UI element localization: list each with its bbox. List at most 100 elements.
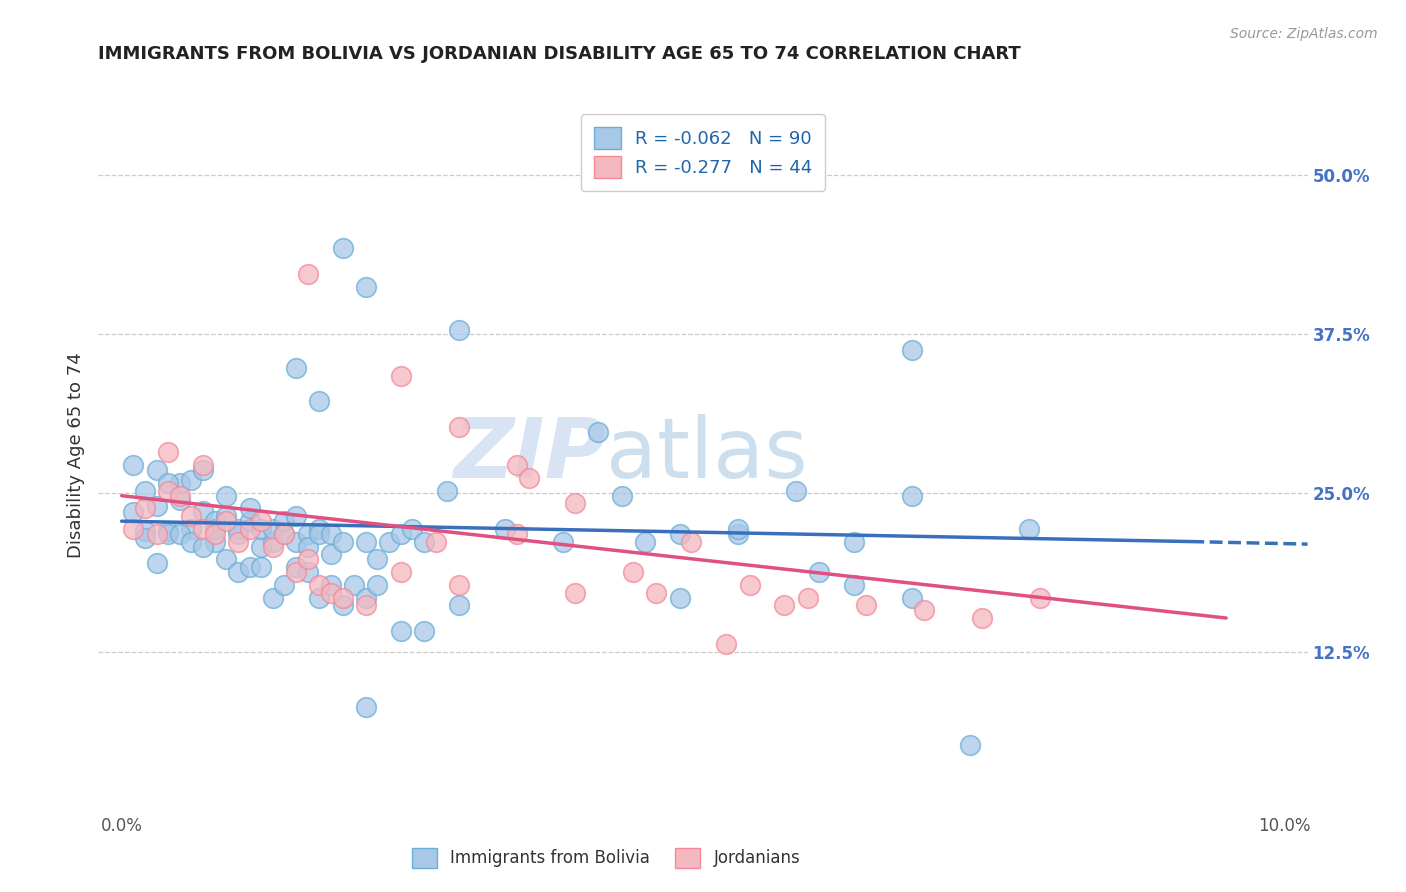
Point xyxy=(180,534,202,549)
Point xyxy=(727,527,749,541)
Point xyxy=(285,565,308,579)
Point xyxy=(668,591,690,605)
Point xyxy=(645,585,668,599)
Point xyxy=(285,534,308,549)
Point xyxy=(157,475,180,490)
Legend: Immigrants from Bolivia, Jordanians: Immigrants from Bolivia, Jordanians xyxy=(405,841,807,875)
Point xyxy=(494,522,516,536)
Point xyxy=(354,599,377,613)
Point xyxy=(564,496,586,510)
Point xyxy=(366,552,388,566)
Text: ZIP: ZIP xyxy=(454,415,606,495)
Point xyxy=(273,514,295,528)
Point xyxy=(738,578,761,592)
Point xyxy=(297,565,319,579)
Point xyxy=(273,527,295,541)
Point xyxy=(970,611,993,625)
Point xyxy=(588,425,610,439)
Point xyxy=(332,599,354,613)
Point xyxy=(447,599,470,613)
Point xyxy=(808,565,831,579)
Point xyxy=(389,624,412,638)
Point xyxy=(157,527,180,541)
Point xyxy=(157,445,180,459)
Text: IMMIGRANTS FROM BOLIVIA VS JORDANIAN DISABILITY AGE 65 TO 74 CORRELATION CHART: IMMIGRANTS FROM BOLIVIA VS JORDANIAN DIS… xyxy=(98,45,1021,62)
Point xyxy=(169,527,191,541)
Point xyxy=(262,534,284,549)
Point xyxy=(319,527,342,541)
Point xyxy=(517,471,540,485)
Point xyxy=(250,514,273,528)
Point xyxy=(297,540,319,554)
Point xyxy=(401,522,423,536)
Point xyxy=(901,343,924,358)
Point xyxy=(226,527,249,541)
Point xyxy=(855,599,877,613)
Point xyxy=(959,739,981,753)
Point xyxy=(191,540,214,554)
Point xyxy=(250,540,273,554)
Point xyxy=(122,522,145,536)
Point xyxy=(145,499,167,513)
Point xyxy=(285,560,308,574)
Point xyxy=(389,527,412,541)
Point xyxy=(447,420,470,434)
Point xyxy=(239,522,262,536)
Point xyxy=(226,565,249,579)
Point xyxy=(308,394,330,409)
Point xyxy=(668,527,690,541)
Point xyxy=(180,509,202,524)
Point xyxy=(332,591,354,605)
Point xyxy=(785,483,807,498)
Point xyxy=(273,527,295,541)
Point xyxy=(425,534,447,549)
Point xyxy=(297,527,319,541)
Point xyxy=(250,522,273,536)
Point xyxy=(308,522,330,536)
Point xyxy=(901,591,924,605)
Point xyxy=(204,534,226,549)
Point xyxy=(134,531,156,545)
Point xyxy=(681,534,703,549)
Point xyxy=(1029,591,1052,605)
Point xyxy=(134,524,156,539)
Point xyxy=(297,552,319,566)
Y-axis label: Disability Age 65 to 74: Disability Age 65 to 74 xyxy=(66,352,84,558)
Text: atlas: atlas xyxy=(606,415,808,495)
Point xyxy=(354,279,377,293)
Point xyxy=(122,458,145,472)
Point xyxy=(239,501,262,516)
Point xyxy=(145,527,167,541)
Point xyxy=(308,578,330,592)
Point xyxy=(621,565,644,579)
Point xyxy=(226,534,249,549)
Point xyxy=(436,483,458,498)
Point xyxy=(413,534,436,549)
Point xyxy=(204,527,226,541)
Point xyxy=(773,599,796,613)
Point xyxy=(901,489,924,503)
Point xyxy=(796,591,818,605)
Point xyxy=(354,591,377,605)
Point xyxy=(262,522,284,536)
Point xyxy=(332,242,354,256)
Point xyxy=(273,578,295,592)
Point xyxy=(157,524,180,539)
Point xyxy=(564,585,586,599)
Point xyxy=(413,624,436,638)
Point xyxy=(226,522,249,536)
Point xyxy=(239,514,262,528)
Point xyxy=(157,483,180,498)
Point xyxy=(285,361,308,376)
Point xyxy=(447,323,470,337)
Point xyxy=(319,585,342,599)
Point xyxy=(308,591,330,605)
Point xyxy=(204,514,226,528)
Point xyxy=(180,522,202,536)
Point xyxy=(169,475,191,490)
Point xyxy=(215,552,238,566)
Point xyxy=(169,492,191,507)
Point xyxy=(250,560,273,574)
Point xyxy=(215,509,238,524)
Point xyxy=(215,489,238,503)
